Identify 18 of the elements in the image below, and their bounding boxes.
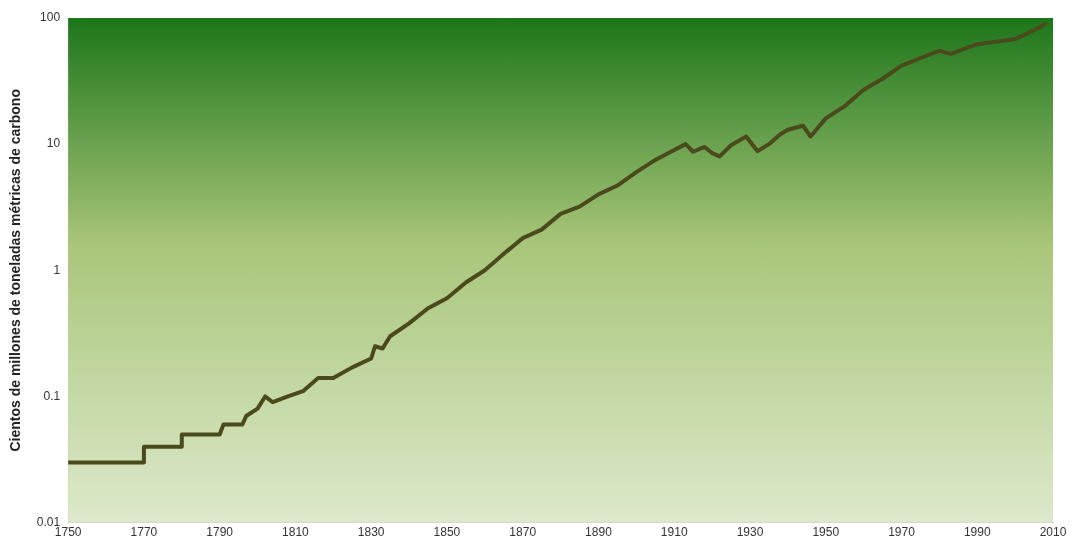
x-tick-label: 1890 xyxy=(585,525,613,540)
x-tick-label: 1970 xyxy=(888,525,916,540)
x-tick-label: 1790 xyxy=(206,525,234,540)
x-tick-label: 1930 xyxy=(736,525,764,540)
x-tick-label: 1950 xyxy=(812,525,840,540)
x-tick-label: 1770 xyxy=(130,525,158,540)
x-tick-label: 1830 xyxy=(357,525,385,540)
y-tick-label: 0.1 xyxy=(43,388,61,403)
y-tick-label: 10 xyxy=(46,136,61,151)
x-tick-label: 1910 xyxy=(660,525,688,540)
x-tick-label: 1850 xyxy=(433,525,461,540)
y-tick-label: 100 xyxy=(40,10,61,25)
x-tick-label: 1990 xyxy=(963,525,991,540)
x-tick-label: 2010 xyxy=(1039,525,1067,540)
x-tick-label: 1810 xyxy=(282,525,310,540)
x-tick-label: 1870 xyxy=(509,525,537,540)
y-tick-label: 1 xyxy=(53,262,61,277)
y-axis-title: Cientos de millones de toneladas métricas de carbono xyxy=(7,89,24,452)
